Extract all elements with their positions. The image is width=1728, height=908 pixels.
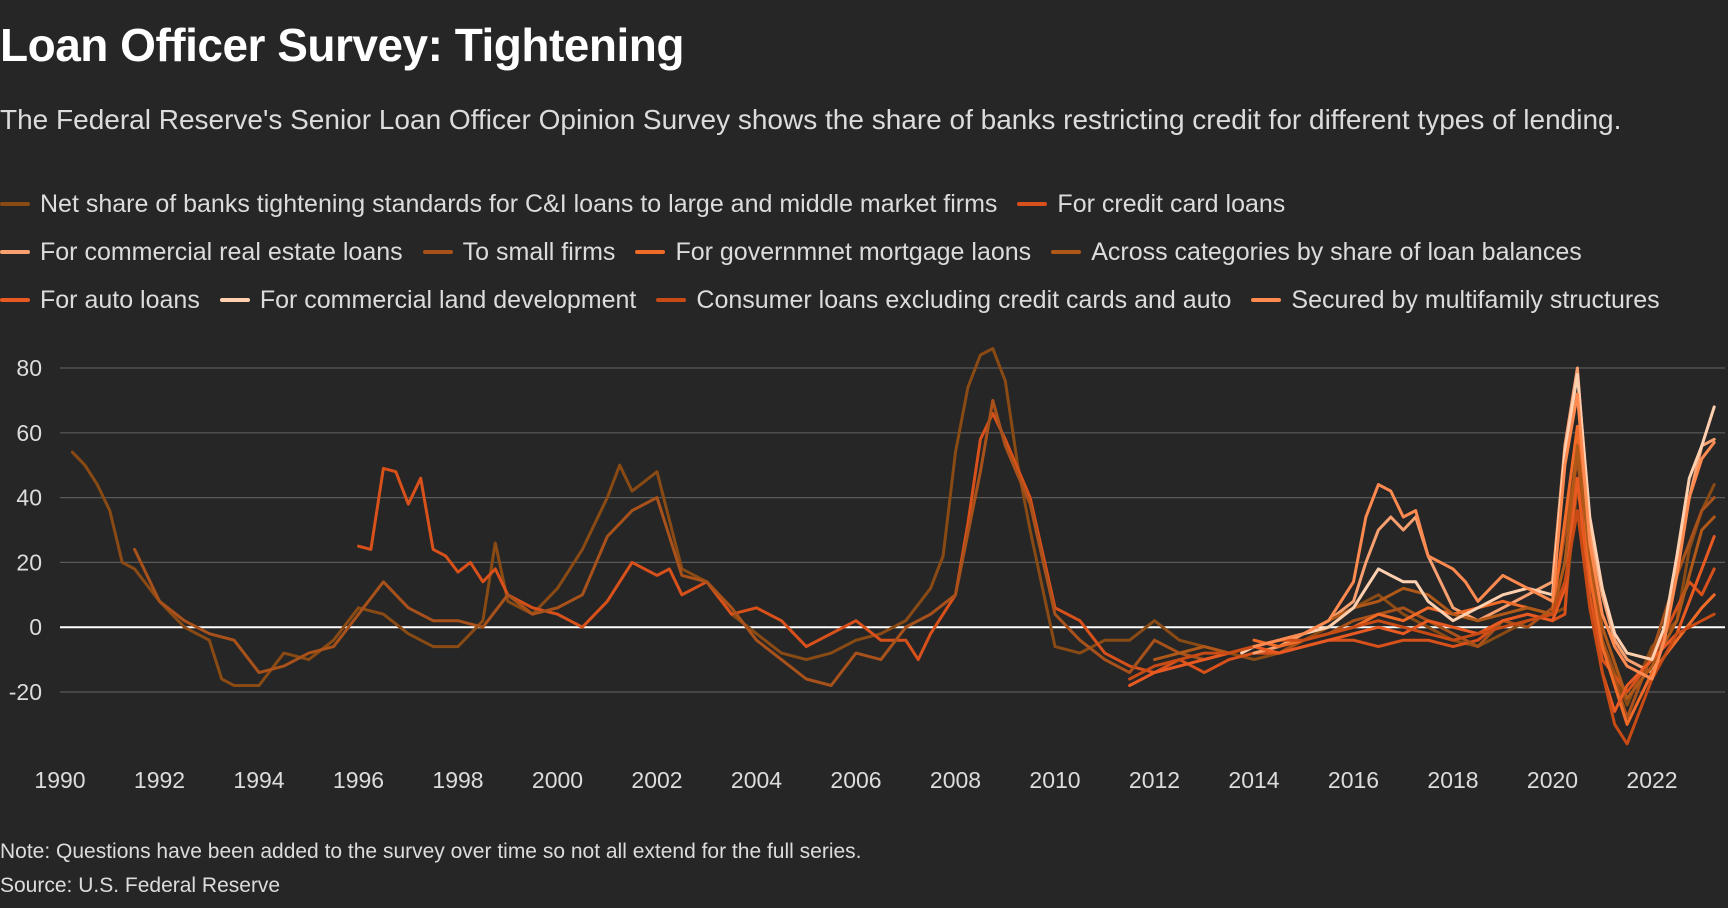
legend-swatch bbox=[1017, 202, 1048, 206]
legend-label: To small firms bbox=[462, 237, 616, 266]
legend-item: For commercial real estate loans bbox=[0, 238, 403, 267]
chart-plot: 80 60 40 20 0 -20 1990 1992 1994 1996 1998 2000 200… bbox=[9, 347, 1725, 793]
legend-swatch bbox=[422, 250, 453, 254]
legend-swatch bbox=[656, 298, 687, 302]
x-tick-label: 2002 bbox=[631, 767, 682, 793]
y-tick-label: 60 bbox=[16, 420, 42, 446]
series-line bbox=[1252, 392, 1716, 681]
chart-title: Loan Officer Survey: Tightening bbox=[0, 19, 684, 71]
source-credit: Source: U.S. Federal Reserve bbox=[0, 874, 281, 897]
legend-swatch bbox=[1051, 250, 1082, 254]
legend-swatch bbox=[635, 250, 666, 254]
legend-label: For auto loans bbox=[40, 285, 200, 314]
legend-row: Net share of banks tightening standards … bbox=[0, 180, 1720, 228]
legend-label: For governmnet mortgage laons bbox=[675, 237, 1032, 266]
legend-row: For commercial real estate loans To small… bbox=[0, 228, 1720, 276]
x-tick-label: 1998 bbox=[432, 767, 483, 793]
legend-item: For governmnet mortgage laons bbox=[635, 238, 1031, 267]
x-tick-label: 2006 bbox=[830, 767, 881, 793]
x-tick-label: 1990 bbox=[34, 767, 85, 793]
series-line bbox=[1128, 509, 1716, 746]
y-tick-label: 80 bbox=[16, 355, 42, 381]
x-tick-label: 1994 bbox=[233, 767, 284, 793]
x-tick-label: 2000 bbox=[532, 767, 583, 793]
legend-item: Across categories by share of loan balan… bbox=[1051, 238, 1582, 267]
series-line bbox=[1128, 476, 1716, 713]
legend-item: To small firms bbox=[422, 237, 616, 267]
legend-item: Secured by multifamily structures bbox=[1251, 285, 1660, 315]
legend-label: Consumer loans excluding credit cards an… bbox=[696, 285, 1232, 314]
x-tick-label: 2020 bbox=[1527, 767, 1578, 793]
x-tick-label: 2012 bbox=[1129, 767, 1180, 793]
legend-swatch bbox=[1251, 298, 1282, 302]
legend-item: For auto loans bbox=[0, 286, 200, 315]
legend-label: For commercial land development bbox=[259, 285, 637, 314]
legend-item: Net share of banks tightening standards … bbox=[0, 190, 997, 219]
x-tick-label: 2008 bbox=[930, 767, 981, 793]
legend-label: Net share of banks tightening standards … bbox=[40, 189, 998, 218]
series-line bbox=[1240, 373, 1716, 662]
legend-item: For credit card loans bbox=[1017, 190, 1285, 219]
legend-item: For commercial land development bbox=[219, 285, 637, 315]
legend-label: For credit card loans bbox=[1057, 189, 1286, 218]
series-line bbox=[1252, 424, 1716, 726]
x-tick-label: 2018 bbox=[1427, 767, 1478, 793]
x-axis-labels: 1990 1992 1994 1996 1998 2000 2002 2004 2006 2008… bbox=[34, 767, 1677, 793]
legend-label: Secured by multifamily structures bbox=[1291, 285, 1660, 314]
chart-subtitle: The Federal Reserve's Senior Loan Office… bbox=[0, 104, 1622, 135]
legend-swatch bbox=[0, 250, 30, 254]
legend-label: For commercial real estate loans bbox=[40, 237, 403, 266]
x-tick-label: 1992 bbox=[134, 767, 185, 793]
x-tick-label: 2004 bbox=[731, 767, 782, 793]
y-tick-label: -20 bbox=[9, 679, 42, 705]
legend-item: Consumer loans excluding credit cards an… bbox=[656, 286, 1231, 315]
x-tick-label: 2022 bbox=[1626, 767, 1677, 793]
footnote: Note: Questions have been added to the s… bbox=[0, 840, 862, 863]
x-tick-label: 2014 bbox=[1228, 767, 1279, 793]
legend-swatch bbox=[0, 202, 30, 206]
legend: Net share of banks tightening standards … bbox=[0, 180, 1720, 324]
legend-row: For auto loans For commercial land develo… bbox=[0, 276, 1720, 324]
y-tick-label: 40 bbox=[16, 485, 42, 511]
series-line bbox=[133, 398, 1716, 720]
x-tick-label: 2016 bbox=[1328, 767, 1379, 793]
legend-label: Across categories by share of loan balan… bbox=[1091, 237, 1582, 266]
y-tick-label: 20 bbox=[16, 549, 42, 575]
legend-swatch bbox=[219, 298, 250, 302]
y-tick-label: 0 bbox=[29, 614, 42, 640]
legend-swatch bbox=[0, 298, 30, 302]
series-lines bbox=[70, 347, 1716, 746]
y-axis-labels: 80 60 40 20 0 -20 bbox=[9, 355, 42, 705]
x-tick-label: 1996 bbox=[333, 767, 384, 793]
x-tick-label: 2010 bbox=[1029, 767, 1080, 793]
